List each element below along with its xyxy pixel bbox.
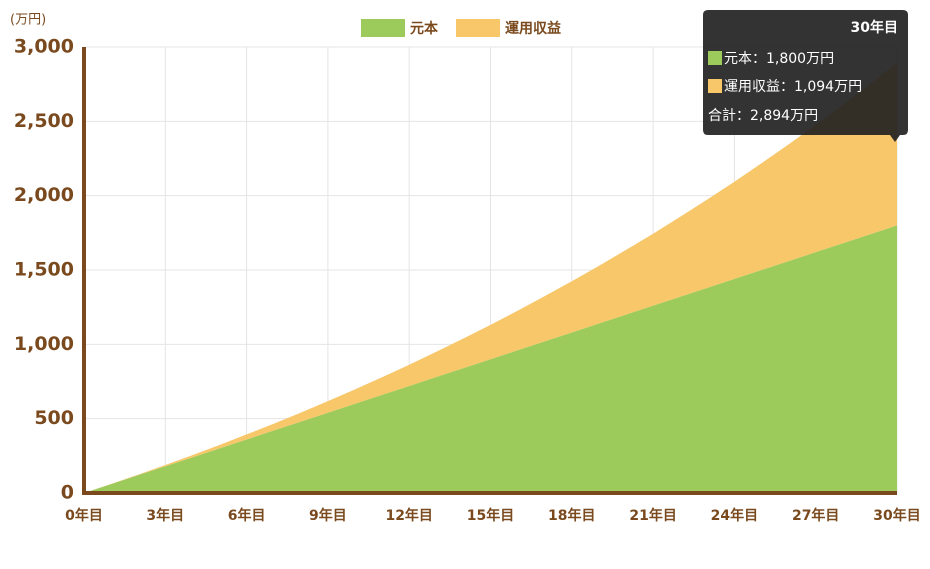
tooltip-swatch xyxy=(708,51,722,65)
y-tick-label: 0 xyxy=(61,482,74,504)
y-tick-label: 2,500 xyxy=(14,110,74,132)
x-tick-label: 6年目 xyxy=(228,507,266,524)
x-tick-label: 27年目 xyxy=(792,507,839,524)
y-tick-label: 500 xyxy=(34,407,74,429)
tooltip-total: 合計：2,894万円 xyxy=(708,108,818,124)
x-tick-label: 3年目 xyxy=(146,507,184,524)
x-tick-label: 24年目 xyxy=(711,507,758,524)
x-tick-label: 30年目 xyxy=(873,507,920,524)
x-tick-label: 15年目 xyxy=(467,507,514,524)
legend-label: 元本 xyxy=(410,20,439,37)
tooltip-line: 運用収益：1,094万円 xyxy=(724,79,862,95)
x-tick-label: 9年目 xyxy=(309,507,347,524)
y-tick-label: 2,000 xyxy=(14,184,74,206)
y-tick-label: 3,000 xyxy=(14,36,74,58)
area xyxy=(84,62,897,493)
x-tick-label: 18年目 xyxy=(548,507,595,524)
y-unit-label: (万円) xyxy=(10,13,46,28)
legend-swatch xyxy=(456,19,500,37)
x-tick-label: 12年目 xyxy=(385,507,432,524)
legend-label: 運用収益 xyxy=(505,20,561,37)
x-tick-label: 0年目 xyxy=(65,507,103,524)
tooltip-title: 30年目 xyxy=(851,19,898,36)
tooltip-swatch xyxy=(708,79,722,93)
tooltip-box xyxy=(703,10,908,142)
tooltip-line: 元本：1,800万円 xyxy=(724,51,834,67)
tooltip: 30年目 元本：1,800万円 運用収益：1,094万円 合計：2,894万円 xyxy=(703,10,908,142)
legend-swatch xyxy=(361,19,405,37)
y-tick-label: 1,500 xyxy=(14,259,74,281)
y-tick-label: 1,000 xyxy=(14,333,74,355)
plot: 0 500 1,000 1,500 2,000 2,500 3,000 0年目 3年目 6年目 9年… xyxy=(14,19,921,524)
x-tick-label: 21年目 xyxy=(629,507,676,524)
